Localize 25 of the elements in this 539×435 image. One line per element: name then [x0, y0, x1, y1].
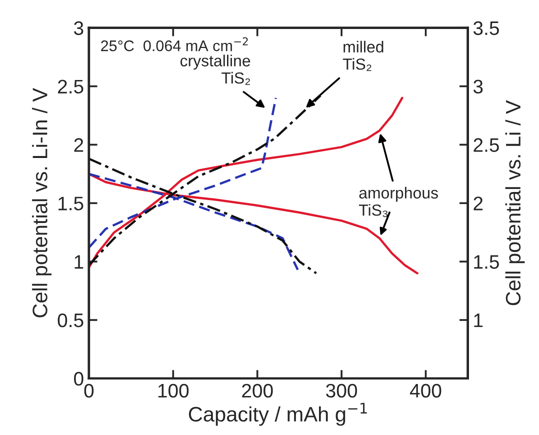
- y2-tick-label: 2.5: [474, 138, 499, 152]
- x-tick-label: 0: [84, 384, 94, 398]
- x-tick-label: 300: [326, 384, 358, 398]
- y-tick-label: 2.5: [58, 80, 84, 94]
- x-tick-label: 100: [158, 384, 189, 398]
- annotation: milled TiS₂: [342, 40, 384, 71]
- annotation: amorphous TiS₃: [358, 186, 438, 218]
- y2-tick-label: 1: [474, 314, 483, 328]
- y-tick-label: 2: [74, 138, 84, 152]
- annotation: crystalline TiS₂: [180, 54, 250, 85]
- x-axis-title: Capacity / mAh g$^{−1}$: [188, 402, 367, 426]
- y2-tick-label: 2: [474, 196, 483, 210]
- y-tick-label: 0: [74, 372, 84, 386]
- x-tick-label: 400: [410, 384, 442, 398]
- y-tick-label: 1.5: [58, 196, 84, 210]
- y2-tick-label: 3: [473, 80, 483, 94]
- y-tick-label: 1: [74, 255, 84, 269]
- y-axis-title: Cell potential vs. Li-In / V: [32, 88, 52, 318]
- x-tick-label: 200: [242, 384, 273, 398]
- y2-axis-title: Cell potential vs. Li / V: [505, 100, 525, 306]
- y2-tick-label: 1.5: [474, 255, 499, 269]
- y-tick-label: 3: [74, 21, 84, 36]
- y2-tick-label: 3.5: [473, 21, 499, 36]
- annotation: 25°C 0.064 mA cm$^{−2}$: [101, 37, 248, 52]
- y-tick-label: 0.5: [58, 313, 84, 328]
